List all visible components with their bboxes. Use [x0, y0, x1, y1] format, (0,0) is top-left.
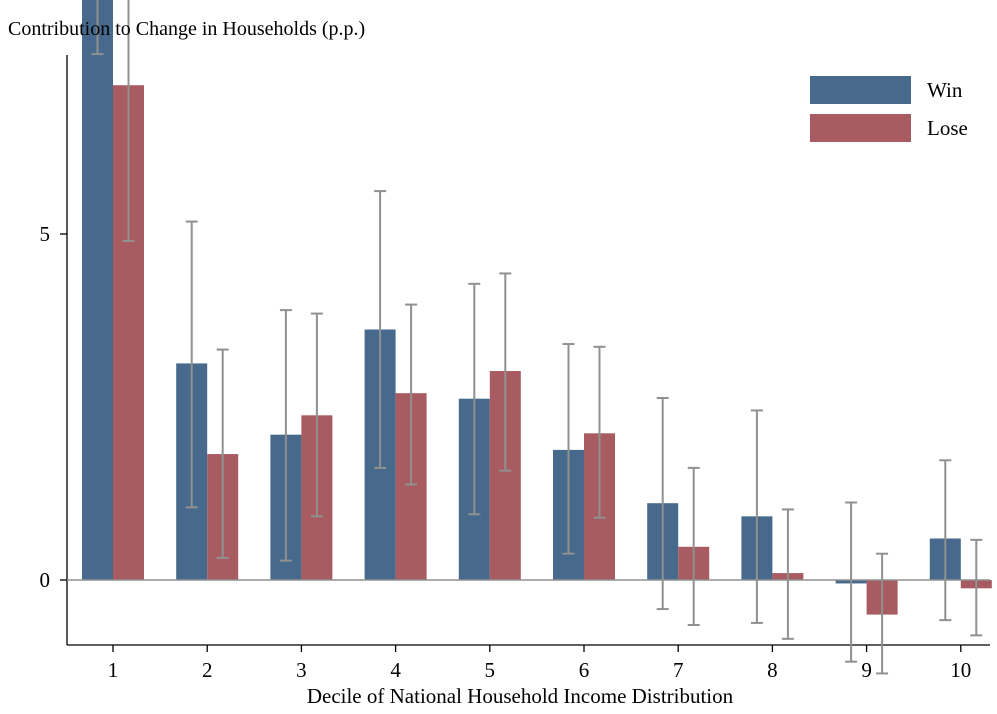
- legend-label-lose: Lose: [927, 115, 968, 140]
- x-tick-label-9: 9: [861, 658, 872, 682]
- error-bar-lose-8: [781, 508, 794, 640]
- error-bar-lose-10: [970, 538, 983, 637]
- error-bar-lose-1: [122, 0, 135, 242]
- error-bar-win-9: [845, 501, 858, 663]
- error-bar-lose-7: [687, 466, 700, 626]
- error-bar-lose-4: [405, 303, 418, 486]
- x-tick-label-5: 5: [485, 658, 496, 682]
- error-bar-win-4: [374, 190, 387, 469]
- error-bar-win-5: [468, 282, 481, 516]
- error-bar-lose-2: [216, 348, 229, 559]
- legend-item-win: Win: [810, 72, 968, 108]
- error-bar-win-3: [279, 309, 292, 562]
- x-axis-label: Decile of National Household Income Dist…: [306, 684, 734, 708]
- y-tick-label-5: 5: [40, 222, 51, 246]
- error-bar-lose-5: [499, 272, 512, 472]
- error-bar-win-2: [185, 220, 198, 509]
- bar-win-1: [82, 0, 113, 581]
- legend-swatch-lose: [810, 114, 911, 142]
- x-tick-label-10: 10: [950, 658, 971, 682]
- x-tick-label-8: 8: [767, 658, 778, 682]
- x-tick-label-3: 3: [296, 658, 307, 682]
- error-bar-lose-6: [593, 345, 606, 519]
- axes: 05101512345678910: [40, 55, 990, 682]
- error-bar-win-8: [750, 409, 763, 624]
- error-bar-win-10: [939, 459, 952, 622]
- legend-item-lose: Lose: [810, 110, 968, 146]
- legend-label-win: Win: [927, 77, 963, 102]
- error-bars: [91, 0, 983, 675]
- x-tick-label-6: 6: [579, 658, 590, 682]
- error-bar-win-1: [91, 0, 104, 56]
- x-tick-label-7: 7: [673, 658, 684, 682]
- legend: Win Lose: [810, 72, 968, 148]
- x-tick-label-4: 4: [390, 658, 401, 682]
- legend-swatch-win: [810, 76, 911, 104]
- y-axis-label: Contribution to Change in Households (p.…: [8, 18, 366, 40]
- x-tick-label-2: 2: [202, 658, 213, 682]
- error-bar-lose-3: [310, 312, 323, 518]
- y-tick-label-0: 0: [40, 568, 51, 592]
- error-bar-win-7: [656, 397, 669, 611]
- error-bar-lose-9: [876, 552, 889, 675]
- x-tick-label-1: 1: [108, 658, 119, 682]
- error-bar-win-6: [562, 343, 575, 555]
